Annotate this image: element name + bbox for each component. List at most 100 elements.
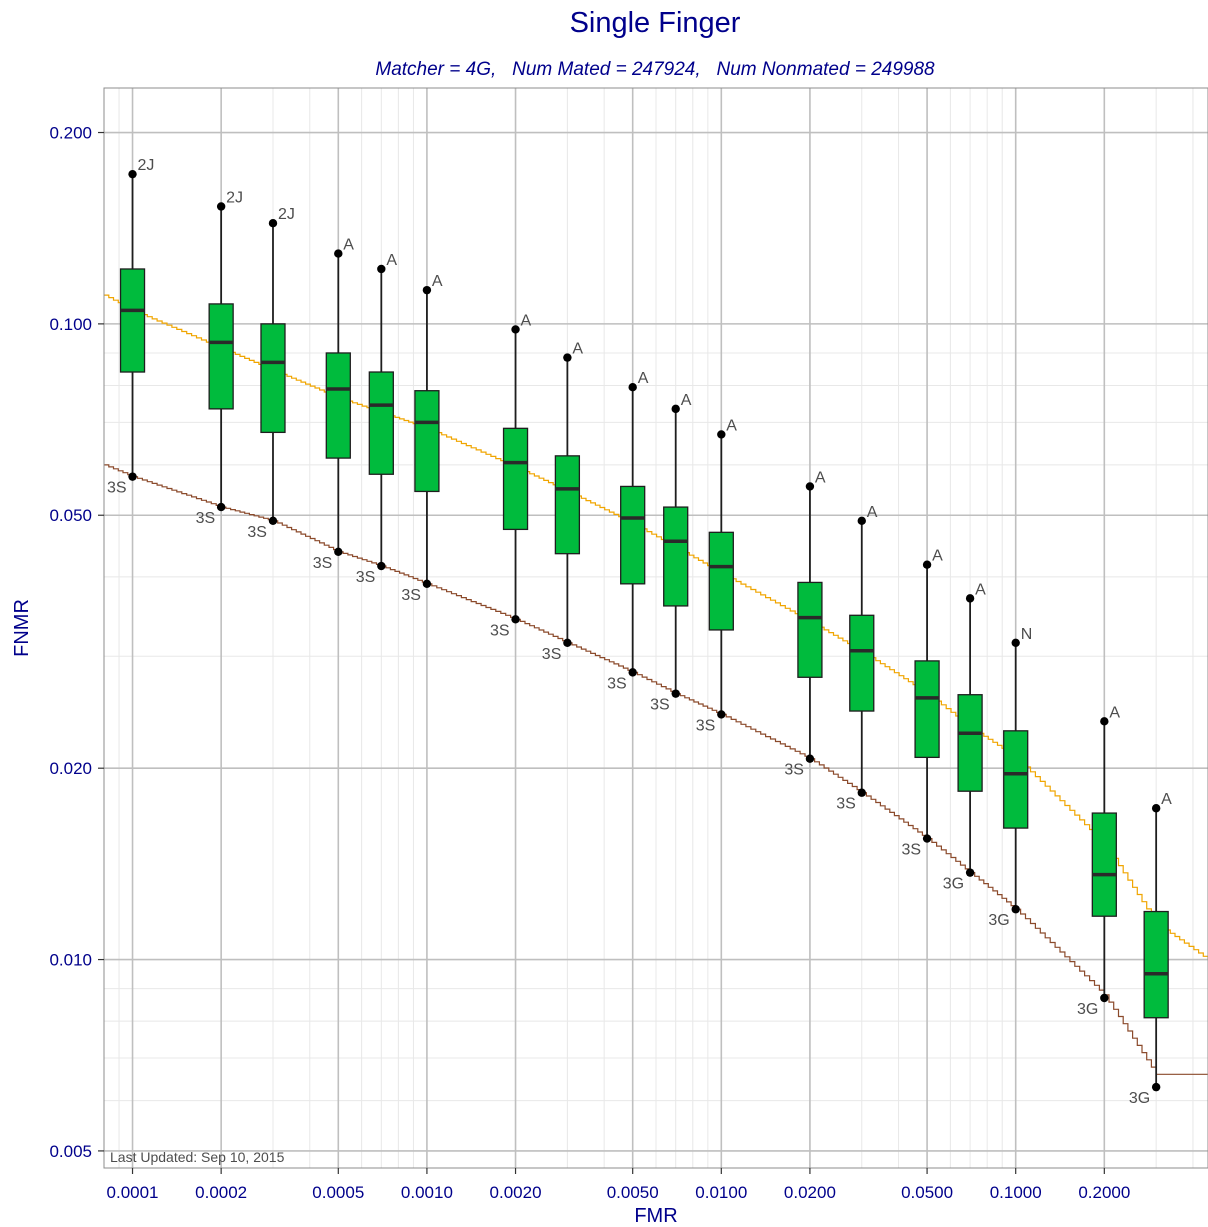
min-point	[965, 868, 975, 877]
min-point-label: 3G	[1129, 1090, 1150, 1107]
max-point	[334, 249, 343, 258]
x-tick-label: 0.0020	[490, 1183, 542, 1202]
brown-series-line	[104, 464, 1208, 1075]
min-point	[1011, 905, 1020, 914]
boxplot: A 3S	[650, 392, 692, 714]
max-point-label: A	[572, 341, 583, 358]
boxplot: A 3S	[356, 252, 398, 586]
axis-layer: 0.0001 0.0002 0.0005 0.0010 0.0020 0.0050 0.01…	[49, 124, 1130, 1202]
max-point-label: A	[1109, 704, 1120, 721]
min-point	[128, 472, 137, 481]
min-point-label: 3G	[988, 912, 1009, 929]
boxplot: A 3S	[542, 341, 584, 663]
min-point	[216, 502, 226, 512]
y-tick-label: 0.010	[49, 951, 92, 970]
min-point	[671, 689, 680, 698]
max-point	[1100, 717, 1109, 726]
iqr-box	[663, 506, 689, 607]
min-point-label: 3S	[784, 762, 804, 779]
x-tick-label: 0.0500	[901, 1183, 953, 1202]
min-point	[1151, 1082, 1161, 1092]
min-point	[857, 788, 866, 797]
iqr-box	[260, 323, 286, 434]
min-point-label: 3S	[313, 555, 333, 572]
iqr-box	[208, 303, 234, 410]
max-point-label: A	[975, 581, 986, 598]
max-point-label: N	[1021, 626, 1033, 643]
min-point	[334, 547, 343, 556]
boxplot: N 3G	[988, 626, 1032, 929]
x-tick-label: 0.1000	[990, 1183, 1042, 1202]
boxplot: A 3G	[1077, 704, 1120, 1018]
max-point-label: A	[1161, 791, 1172, 808]
boxplot: 2J 3S	[107, 157, 154, 496]
chart-subtitle: Matcher = 4G, Num Mated = 247924, Num No…	[375, 59, 935, 80]
max-point	[511, 325, 520, 334]
iqr-box	[1003, 730, 1029, 829]
x-tick-label: 0.0200	[784, 1183, 836, 1202]
boxplot: A 3S	[401, 273, 443, 604]
max-point	[857, 516, 866, 526]
max-point-label: 2J	[226, 189, 243, 206]
y-axis-title: FNMR	[11, 599, 33, 657]
min-point-label: 3S	[650, 697, 670, 714]
max-point-label: A	[638, 370, 649, 387]
boxplot: A 3G	[1129, 791, 1172, 1107]
iqr-box	[368, 371, 394, 475]
max-point-label: A	[521, 312, 532, 329]
min-point	[922, 834, 932, 843]
boxplot: A 3S	[490, 312, 532, 639]
min-point	[422, 579, 432, 589]
y-tick-label: 0.050	[49, 506, 92, 525]
max-point-label: A	[726, 417, 737, 434]
iqr-box	[957, 694, 983, 792]
box-layer: 2J3S2J3S2J3SA3SA3SA3SA3SA3SA3SA3SA3SA3SA…	[107, 157, 1172, 1107]
min-point-label: 3S	[401, 587, 421, 604]
max-point-label: A	[386, 252, 397, 269]
max-point-label: A	[432, 273, 443, 290]
max-point-label: A	[681, 392, 692, 409]
min-point	[268, 516, 278, 526]
max-point-label: A	[815, 469, 826, 486]
min-point-label: 3G	[1077, 1001, 1098, 1018]
min-point	[1100, 993, 1109, 1003]
min-point-label: 3S	[356, 569, 376, 586]
min-point-label: 3G	[943, 876, 964, 893]
min-point-label: 3S	[490, 622, 510, 639]
max-point	[1151, 804, 1161, 813]
min-point	[628, 668, 637, 677]
iqr-box	[502, 427, 529, 531]
min-point	[377, 561, 386, 571]
min-point	[717, 710, 726, 719]
iqr-box	[325, 352, 351, 459]
footnote: Last Updated: Sep 10, 2015	[110, 1149, 285, 1165]
boxplot: 2J 3S	[247, 206, 294, 541]
min-point-label: 3S	[247, 524, 267, 541]
x-axis-title: FMR	[634, 1205, 677, 1227]
iqr-box	[849, 614, 875, 712]
iqr-box	[1143, 910, 1169, 1019]
x-tick-label: 0.0050	[607, 1183, 659, 1202]
min-point	[563, 638, 572, 647]
min-point-label: 3S	[902, 842, 922, 859]
iqr-box	[708, 531, 734, 631]
max-point-label: A	[932, 548, 943, 565]
min-point	[805, 754, 815, 763]
max-point-label: 2J	[278, 206, 295, 223]
min-point-label: 3S	[107, 480, 127, 497]
iqr-box	[554, 455, 581, 555]
chart-title: Single Finger	[570, 7, 741, 39]
x-tick-label: 0.0100	[695, 1183, 747, 1202]
x-tick-label: 0.2000	[1078, 1183, 1130, 1202]
max-point	[922, 560, 932, 569]
iqr-box	[797, 581, 823, 678]
x-tick-label: 0.0005	[312, 1183, 364, 1202]
max-point	[128, 169, 137, 179]
iqr-box	[414, 390, 440, 493]
plot-border	[103, 87, 1208, 1169]
boxplot: A 3S	[607, 370, 649, 692]
max-point	[422, 285, 432, 295]
boxplot: A 3S	[902, 548, 944, 859]
max-point-label: 2J	[138, 157, 155, 174]
